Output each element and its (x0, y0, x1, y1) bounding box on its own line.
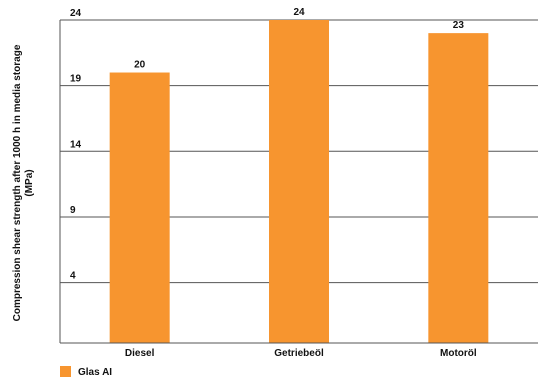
y-axis-title-line-2: (MPa) (24, 169, 35, 196)
x-category-label: Getriebeöl (274, 348, 324, 359)
y-tick-labels: 4 9 14 19 24 (70, 8, 82, 282)
legend-swatch (60, 366, 71, 377)
y-tick-label: 24 (70, 8, 82, 19)
bar-motor-l (428, 33, 489, 344)
data-labels: 20 24 23 (134, 7, 464, 71)
y-tick-label: 19 (70, 74, 82, 85)
data-label: 20 (134, 60, 146, 71)
y-tick-label: 4 (70, 271, 76, 282)
bar-diesel (109, 72, 170, 343)
x-category-label: Diesel (125, 348, 155, 359)
y-tick-label: 9 (70, 205, 76, 216)
y-axis-title-line-1: Compression shear strength after 1000 h … (12, 44, 23, 321)
bars (109, 20, 489, 344)
y-axis-title: Compression shear strength after 1000 h … (12, 44, 35, 321)
data-label: 23 (453, 20, 465, 31)
x-category-labels: Diesel Getriebeöl Motoröl (125, 348, 477, 359)
y-tick-label: 14 (70, 139, 82, 150)
axes (59, 20, 538, 344)
bar-getriebe-l (269, 20, 329, 343)
data-label: 24 (293, 7, 305, 18)
legend-label: Glas AI (78, 367, 112, 378)
legend: Glas AI (60, 366, 112, 378)
x-category-label: Motoröl (440, 348, 477, 359)
